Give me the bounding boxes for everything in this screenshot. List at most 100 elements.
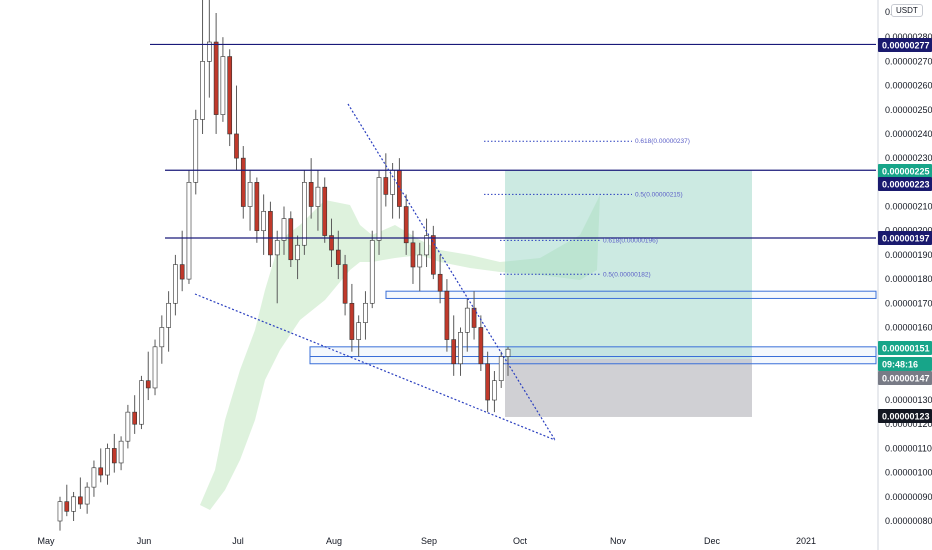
candle-body [464,307,470,333]
candle [492,371,497,413]
candle-body [444,290,450,340]
candle-body [125,411,131,442]
candle-body [410,242,416,268]
price-tag-label: 0.00000151 [882,344,930,354]
candle [356,315,362,357]
candle [437,254,443,304]
x-tick-label: 2021 [796,536,816,546]
candle [139,375,144,430]
fib-label: 0.5(0.00000215) [635,191,683,198]
price-tag-label: 0.00000223 [882,180,930,190]
fib-label: 0.618(0.00000196) [603,237,658,244]
fib-label: 0.618(0.00000237) [635,138,690,145]
candle-body [403,206,409,244]
candle-body [268,211,273,256]
price-tag-label: 0.00000147 [882,374,930,384]
candle [125,404,131,449]
candle [478,315,484,372]
candle-body [200,61,205,120]
candle [64,484,70,517]
candle [403,194,409,255]
candle [268,201,273,267]
candle [261,194,266,255]
candle-body [159,327,165,348]
price-tag-label: 09:48:16 [882,360,918,370]
candle [84,482,90,514]
candle [281,206,287,255]
price-tag-bg [878,177,932,191]
drawings: 0.618(0.00000237) 0.5(0.00000215) 0.618(0.… [150,43,876,441]
zone-box [385,290,877,299]
candle-body [383,177,389,195]
candle-body [505,348,511,357]
price-tag-bg [878,371,932,385]
price-tag: 0.00000147 [878,371,932,385]
candle [383,153,389,207]
candle-body [342,264,348,304]
zone-box [309,346,877,358]
candle-body [132,411,138,425]
candle [376,170,382,255]
candle [464,298,470,352]
candle-body [451,339,457,365]
candle-body [397,169,402,207]
y-tick-label: 0.00000270 [885,56,932,66]
candle-body [335,249,341,265]
candle [145,351,151,401]
x-tick-label: Dec [704,536,721,546]
price-tag: 0.00000223 [878,177,932,191]
price-tag: 0.00000123 [878,409,932,423]
candle-body [98,467,104,476]
candle [254,177,260,243]
candle-body [485,363,490,401]
candle [349,283,355,352]
candle-body [240,157,246,207]
candle [166,291,171,352]
candle-body [179,264,185,280]
y-tick-label: 0.00000090 [885,492,932,502]
candle [363,291,368,340]
currency-badge[interactable]: USDT [891,4,923,17]
y-tick-label: 0.00000210 [885,202,932,212]
candle [71,491,76,521]
y-tick-label: 0.00000280 [885,32,932,42]
candle [213,13,219,134]
candle [430,225,436,280]
candle [173,254,178,316]
candle-body [458,332,463,365]
candle-body [424,235,429,256]
candle [369,230,375,309]
candle [105,443,110,485]
cloud-area [200,195,600,510]
price-tag-bg [878,38,932,52]
candle [397,158,402,219]
candle-body [376,177,382,241]
candle-body [173,264,178,304]
candle [424,218,429,267]
lower-trendline [194,293,556,441]
candle-body [91,467,97,488]
candle-body [193,119,199,183]
price-tag-label: 0.00000225 [882,167,930,177]
y-tick-label: 0.00000100 [885,468,932,478]
candle [186,170,192,284]
candle-body [281,218,287,241]
candle-body [105,448,110,476]
candle-body [247,182,253,207]
fib-label: 0.5(0.00000182) [603,271,651,278]
zone-box [309,356,877,365]
candle [193,109,199,195]
candle [315,170,321,231]
candle-body [71,496,76,512]
candle-body [498,356,504,381]
y-tick-label: 0.00000130 [885,395,932,405]
candle-body [471,307,477,328]
candle-body [430,235,436,275]
candle [308,158,314,219]
candle-body [254,182,260,232]
candle-body [152,346,158,389]
upper-trendline [347,103,556,441]
x-tick-label: Oct [513,536,528,546]
y-tick-label: 0.00000110 [885,443,932,453]
